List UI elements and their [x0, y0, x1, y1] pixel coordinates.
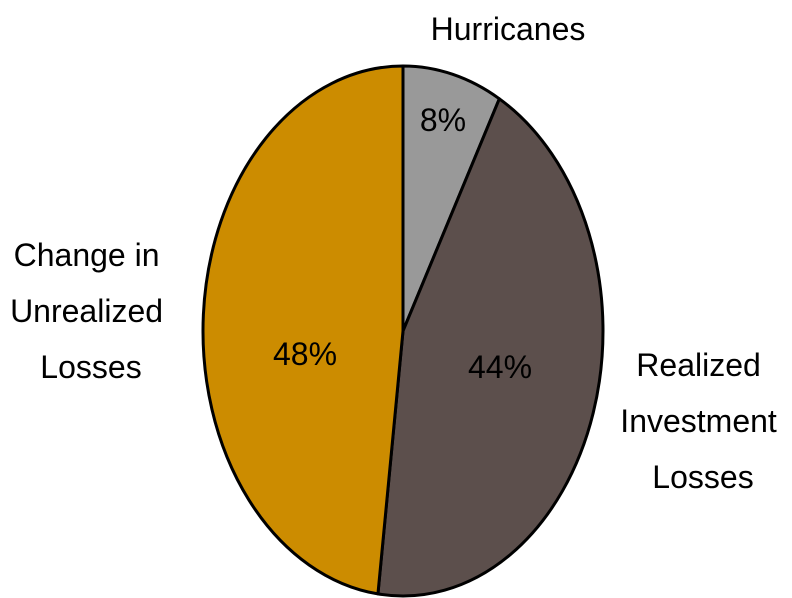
slice-value-label-hurricanes: 8% [420, 102, 466, 138]
slice-value-label-change-in-unrealized-losses: 48% [273, 336, 337, 372]
slice-category-label-realized-investment-losses: Realized Investment Losses [620, 347, 785, 495]
slice-category-label-hurricanes: Hurricanes [431, 11, 586, 47]
hurricanes-label-line-1: Hurricanes [431, 11, 586, 47]
unrealized-label-line-2: Unrealized [10, 293, 163, 329]
realized-label-line-3: Losses [652, 459, 753, 495]
slice-value-label-realized-investment-losses: 44% [468, 349, 532, 385]
realized-label-line-2: Investment [620, 403, 777, 439]
unrealized-label-line-3: Losses [40, 349, 141, 385]
realized-label-line-1: Realized [636, 347, 761, 383]
pie-slice-change-in-unrealized-losses [201, 64, 405, 596]
pie-slices [201, 64, 605, 598]
slice-category-label-change-in-unrealized-losses: Change in Unrealized Losses [10, 237, 172, 385]
pie-slice-hurricanes [401, 64, 501, 333]
pie-slice-realized-investment-losses [376, 97, 605, 598]
unrealized-label-line-1: Change in [14, 237, 160, 273]
